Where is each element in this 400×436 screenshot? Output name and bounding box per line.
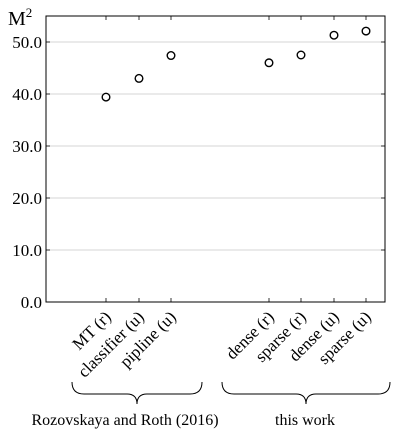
- data-point: [361, 26, 371, 36]
- plot-frame: [45, 15, 386, 303]
- y-tick-label: 40.0: [12, 85, 42, 104]
- data-point: [166, 51, 176, 61]
- grid-lines: [46, 41, 385, 251]
- data-points: [101, 26, 371, 102]
- data-point: [101, 92, 111, 102]
- y-tick-label: 10.0: [12, 241, 42, 260]
- group-label: this work: [275, 412, 335, 429]
- data-point: [329, 30, 339, 40]
- axes: [45, 15, 386, 303]
- group-label: Rozovskaya and Roth (2016): [31, 412, 218, 429]
- data-point: [296, 50, 306, 60]
- x-ticks: [105, 16, 367, 302]
- y-tick-label: 30.0: [12, 137, 42, 156]
- group-braces: Rozovskaya and Roth (2016) this work: [31, 381, 391, 429]
- y-tick-label: 20.0: [12, 189, 42, 208]
- group-brace: [71, 381, 203, 405]
- y-tick-label: 0.0: [21, 293, 42, 312]
- category-labels: MT (r)classifier (u)pipline (u) dense (r)…: [69, 307, 375, 381]
- group-brace: [221, 381, 391, 405]
- data-point: [264, 58, 274, 68]
- y-tick-label: 50.0: [12, 33, 42, 52]
- data-point: [134, 73, 144, 83]
- y-axis-label: M2: [8, 5, 32, 30]
- y-ticks: 0.0 10.0 20.0 30.0 40.0 50.0: [12, 33, 385, 312]
